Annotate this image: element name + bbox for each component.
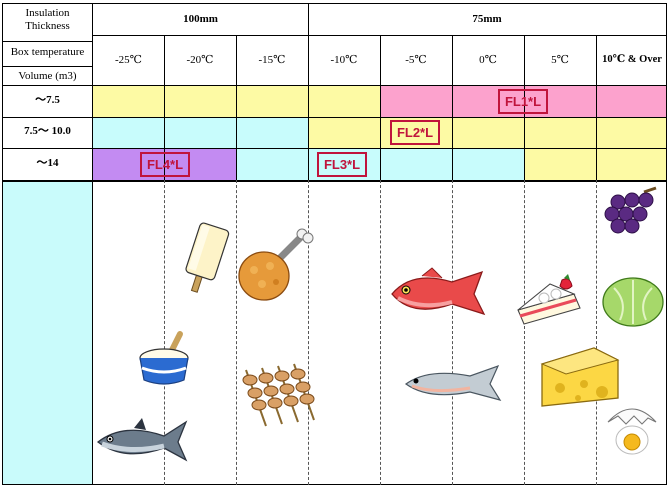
box-temperature-label: Box temperature: [10, 46, 85, 58]
cheese-icon: [540, 347, 620, 407]
temperature-chart: [2, 3, 667, 485]
temp-col-4: -10℃: [330, 54, 358, 66]
red-snapper-icon: [391, 267, 486, 316]
ice-pop-icon: [185, 222, 230, 293]
thickness-75mm: 75mm: [472, 13, 502, 25]
yakitori-skewers-icon: [242, 363, 315, 427]
volume-label: Volume (m3): [18, 70, 77, 82]
tuna-icon: [96, 418, 188, 462]
grapes-icon: [604, 186, 657, 234]
row2-cyan-band: [93, 117, 308, 148]
left-cyan-column: [3, 180, 93, 484]
ice-cream-cup-icon: [139, 331, 189, 385]
cracked-egg-icon: [607, 408, 657, 455]
temp-col-5: -5℃: [405, 54, 427, 66]
model-fl2: FL2*L: [390, 120, 440, 145]
volume-row-3: ～14: [36, 157, 59, 169]
temp-col-1: -25℃: [115, 54, 142, 66]
row3-yellow-band: [524, 148, 666, 180]
model-fl4: FL4*L: [140, 152, 190, 177]
strawberry-shortcake-icon: [517, 274, 581, 325]
model-fl3: FL3*L: [317, 152, 367, 177]
salmon-icon: [404, 364, 502, 401]
temp-col-2: -20℃: [186, 54, 214, 66]
row2-yellow-band: [308, 117, 666, 148]
temp-col-7: 5℃: [551, 54, 569, 66]
temp-col-8: 10℃ & Over: [602, 54, 662, 65]
volume-row-1: ～7.5: [35, 94, 60, 106]
temp-col-3: -15℃: [258, 54, 286, 66]
volume-row-2: 7.5～ 10.0: [24, 125, 71, 137]
insulation-thickness-label: Insulation Thickness: [25, 7, 70, 32]
fried-chicken-icon: [238, 228, 314, 301]
temp-col-6: 0℃: [479, 54, 497, 66]
lettuce-icon: [602, 277, 664, 327]
model-fl1: FL1*L: [498, 89, 548, 114]
thickness-100mm: 100mm: [183, 13, 218, 25]
